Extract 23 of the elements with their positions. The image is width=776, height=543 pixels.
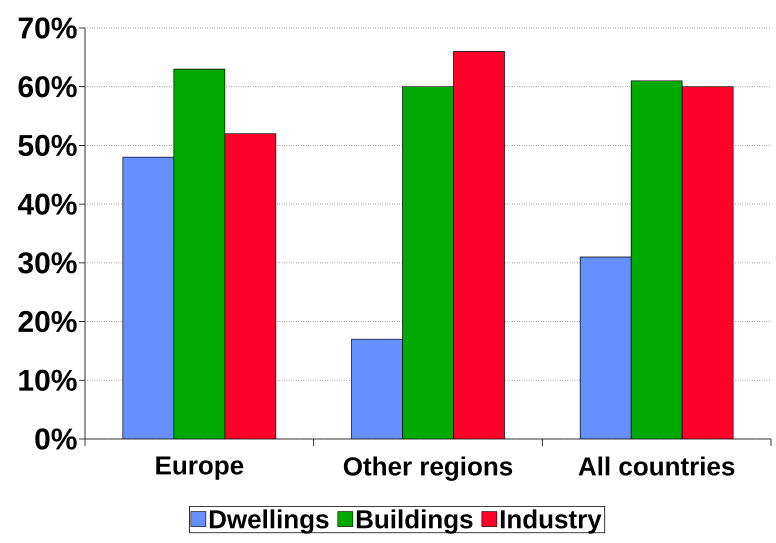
- y-tick-label: 30%: [18, 252, 77, 274]
- bar: [352, 339, 403, 439]
- y-tick-label: 40%: [18, 194, 77, 215]
- bar: [174, 69, 225, 439]
- legend-label: Dwellings: [210, 509, 328, 534]
- bar: [630, 80, 683, 439]
- bar: [682, 86, 734, 439]
- y-tick-label: 0%: [35, 428, 77, 450]
- x-tick-label: Europe: [156, 456, 244, 480]
- legend-label: Industry: [500, 509, 602, 534]
- y-tick-label: 70%: [18, 17, 77, 39]
- y-tick-label: 20%: [18, 310, 77, 332]
- y-tick-label: 60%: [18, 76, 77, 98]
- bar: [402, 86, 454, 439]
- bar: [580, 256, 632, 439]
- bar: [122, 157, 174, 439]
- y-tick-label: 50%: [18, 134, 77, 156]
- bar: [454, 51, 504, 439]
- x-tick-label: All countries: [578, 456, 734, 476]
- x-tick-label: Other regions: [344, 456, 512, 481]
- bar: [224, 134, 276, 439]
- y-tick-label: 10%: [19, 370, 77, 391]
- legend-label: Buildings: [356, 509, 472, 534]
